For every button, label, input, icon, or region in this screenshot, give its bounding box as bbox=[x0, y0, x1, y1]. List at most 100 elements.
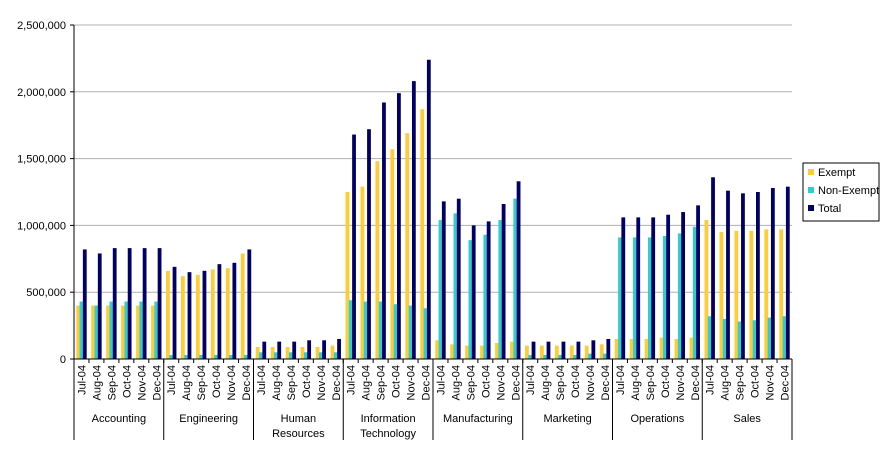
bar-total bbox=[382, 102, 386, 360]
bar-exempt bbox=[330, 345, 335, 359]
x-group-label: Engineering bbox=[179, 413, 238, 425]
bar-non-exempt bbox=[184, 354, 189, 359]
bar-exempt bbox=[106, 305, 110, 359]
bar-exempt bbox=[599, 344, 604, 359]
bar-total bbox=[157, 248, 162, 359]
bar-total bbox=[756, 192, 760, 359]
legend-label: Exempt bbox=[818, 167, 855, 179]
legend-box bbox=[802, 162, 880, 222]
bar-exempt bbox=[659, 337, 664, 359]
bar-total bbox=[651, 217, 656, 359]
x-tick-label-month: Aug-04 bbox=[450, 365, 462, 400]
bar-exempt bbox=[405, 133, 410, 359]
legend-swatch bbox=[808, 187, 814, 193]
bar-exempt bbox=[285, 346, 290, 359]
bar-total bbox=[277, 341, 282, 359]
bar-exempt bbox=[525, 345, 529, 359]
bar-total bbox=[770, 187, 775, 359]
axes: 0 500,000 1,000,000 1,500,000 2,000,000 2,500… bbox=[17, 20, 793, 440]
x-tick-label-month: Oct-04 bbox=[660, 365, 672, 398]
bar-exempt bbox=[76, 305, 81, 359]
bar-total bbox=[187, 272, 192, 359]
bar-non-exempt bbox=[318, 352, 323, 359]
x-tick-label-month: Jul-04 bbox=[166, 365, 178, 395]
bar-non-exempt bbox=[378, 301, 383, 359]
x-tick-label-month: Aug-04 bbox=[630, 365, 642, 400]
bar-exempt bbox=[465, 345, 469, 359]
y-tick-label: 1,000,000 bbox=[17, 220, 66, 232]
bar-exempt bbox=[345, 192, 350, 359]
bar-exempt bbox=[375, 161, 380, 359]
bar-non-exempt bbox=[707, 316, 712, 359]
x-tick-label-month: Jul-04 bbox=[256, 365, 268, 395]
bar-total bbox=[217, 264, 222, 359]
legend-swatch bbox=[808, 205, 814, 211]
plot-area bbox=[74, 25, 792, 359]
x-tick-label-month: Sep-04 bbox=[196, 365, 208, 400]
bar-total bbox=[456, 198, 461, 359]
bar-total bbox=[501, 204, 506, 359]
bar-exempt bbox=[495, 342, 499, 359]
bar-total bbox=[785, 186, 790, 359]
x-tick-label-month: Dec-04 bbox=[780, 365, 792, 400]
x-tick-label-month: Dec-04 bbox=[510, 365, 522, 400]
x-group-label: Operations bbox=[630, 413, 684, 425]
bar-non-exempt bbox=[393, 304, 398, 359]
x-tick-label-month: Oct-04 bbox=[750, 365, 762, 398]
x-tick-label-month: Jul-04 bbox=[615, 365, 627, 395]
bar-non-exempt bbox=[662, 236, 667, 359]
bar-non-exempt bbox=[453, 213, 458, 359]
bar-total bbox=[726, 190, 730, 359]
x-tick-label-month: Dec-04 bbox=[421, 365, 433, 400]
bars bbox=[76, 59, 790, 360]
bar-exempt bbox=[704, 220, 709, 359]
bar-total bbox=[82, 249, 87, 359]
bar-exempt bbox=[270, 346, 275, 359]
x-tick-label-month: Aug-04 bbox=[540, 365, 552, 400]
x-tick-label-month: Aug-04 bbox=[91, 365, 103, 400]
bar-non-exempt bbox=[229, 354, 233, 359]
bar-non-exempt bbox=[214, 354, 218, 359]
bar-total bbox=[127, 248, 132, 359]
x-tick-label-month: Nov-04 bbox=[495, 365, 507, 400]
bar-total bbox=[711, 177, 715, 359]
bar-exempt bbox=[779, 229, 784, 359]
bar-exempt bbox=[719, 232, 724, 359]
bar-exempt bbox=[554, 345, 559, 359]
bar-non-exempt bbox=[752, 320, 757, 359]
x-tick-label-month: Nov-04 bbox=[675, 365, 687, 400]
bar-non-exempt bbox=[124, 301, 129, 359]
bar-non-exempt bbox=[468, 240, 473, 359]
bar-total bbox=[441, 201, 446, 359]
bar-total bbox=[202, 270, 207, 359]
bar-total bbox=[636, 217, 641, 359]
bar-total bbox=[352, 134, 356, 359]
bar-non-exempt bbox=[169, 354, 174, 359]
bar-non-exempt bbox=[483, 234, 488, 359]
bar-exempt bbox=[480, 345, 484, 359]
x-tick-label-month: Oct-04 bbox=[211, 365, 223, 398]
x-tick-label-month: Nov-04 bbox=[406, 365, 418, 400]
y-tick-label: 2,000,000 bbox=[17, 87, 66, 99]
bar-total bbox=[696, 205, 700, 359]
bar-total bbox=[411, 81, 416, 360]
bar-total bbox=[232, 262, 237, 359]
legend-label: Non-Exempt bbox=[818, 185, 879, 197]
bar-total bbox=[681, 212, 686, 359]
bar-non-exempt bbox=[498, 220, 503, 359]
bar-total bbox=[426, 59, 431, 360]
x-tick-label-month: Oct-04 bbox=[391, 365, 403, 398]
y-tick-label: 500,000 bbox=[26, 287, 66, 299]
bar-total bbox=[397, 93, 401, 359]
bar-non-exempt bbox=[363, 301, 368, 359]
bar-exempt bbox=[584, 345, 589, 359]
bar-total bbox=[337, 338, 341, 359]
x-tick-label-month: Jul-04 bbox=[346, 365, 358, 395]
x-group-label: Technology bbox=[360, 428, 416, 440]
bar-total bbox=[97, 253, 102, 359]
bar-exempt bbox=[300, 346, 305, 359]
bar-non-exempt bbox=[274, 352, 278, 359]
bar-exempt bbox=[539, 345, 544, 359]
y-tick-label: 0 bbox=[60, 354, 66, 366]
